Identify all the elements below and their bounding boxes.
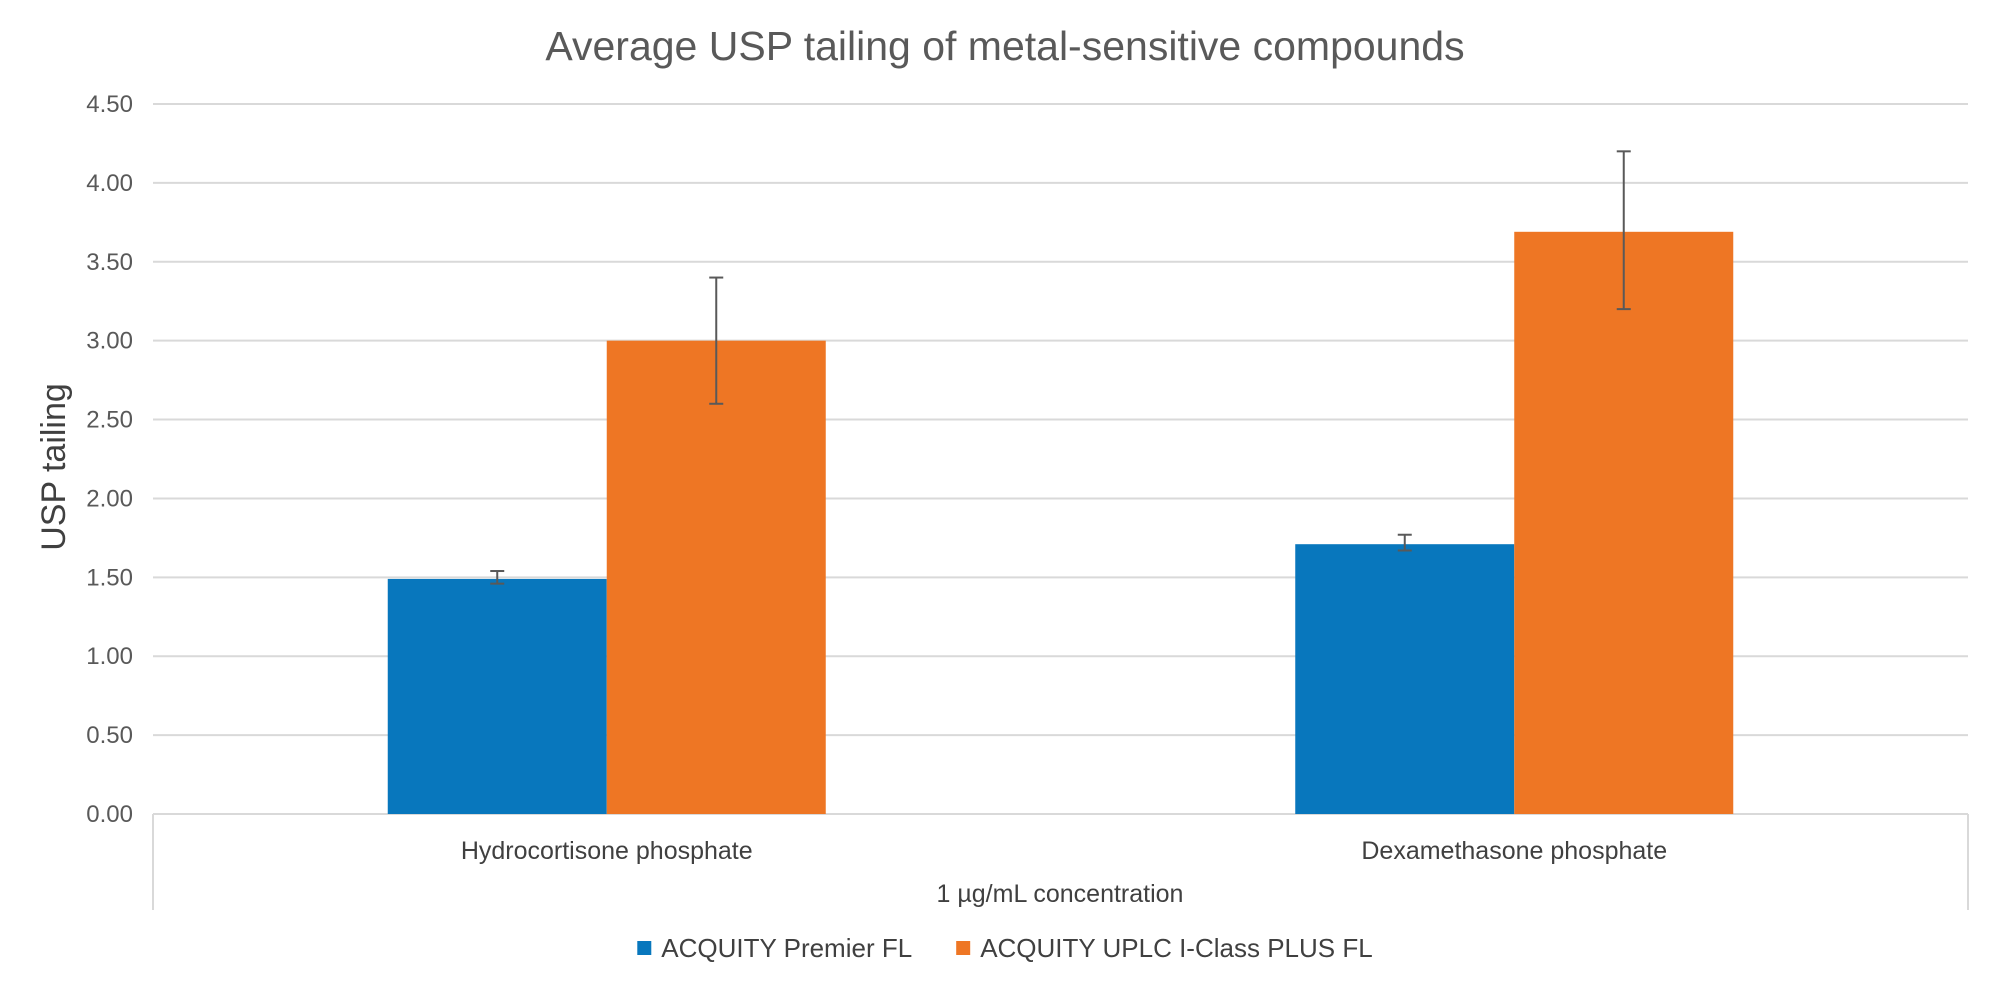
legend-label: ACQUITY Premier FL [661,933,912,963]
category-labels: Hydrocortisone phosphate Dexamethasone ph… [461,837,1667,865]
chart-title: Average USP tailing of metal-sensitive c… [545,23,1464,69]
bars [387,231,1734,815]
y-tick-label: 4.00 [86,170,133,197]
legend-label: ACQUITY UPLC I-Class PLUS FL [980,933,1373,963]
y-axis-label: USP tailing [35,383,73,551]
x-axis-label: 1 µg/mL concentration [937,880,1184,908]
y-tick-label: 3.50 [86,249,133,276]
bar-premier-0 [387,578,607,814]
bar-iclass-0 [606,340,826,814]
y-tick-label: 3.00 [86,328,133,355]
bar-iclass-1 [1514,231,1734,815]
category-label: Dexamethasone phosphate [1361,837,1667,865]
legend-swatch-1 [956,941,971,955]
bar-premier-1 [1295,544,1515,814]
y-tick-label: 0.00 [86,801,133,828]
legend-swatch-0 [637,941,652,955]
legend: ACQUITY Premier FL ACQUITY UPLC I-Class P… [637,933,1373,963]
y-tick-label: 2.00 [86,485,133,512]
y-tick-label: 2.50 [86,407,133,434]
y-tick-label: 1.00 [86,643,133,670]
category-label: Hydrocortisone phosphate [461,837,753,865]
y-tick-label: 4.50 [86,91,133,118]
y-tick-label: 1.50 [86,564,133,591]
error-bars [490,150,1631,585]
y-axis-ticks: 0.00 0.50 1.00 1.50 2.00 2.50 3.00 3.50 4.00 4.50 [86,91,133,828]
y-tick-label: 0.50 [86,722,133,749]
